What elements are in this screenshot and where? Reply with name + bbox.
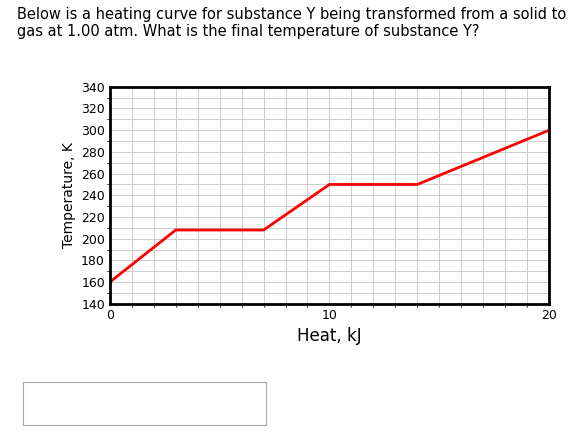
Text: Below is a heating curve for substance Y being transformed from a solid to: Below is a heating curve for substance Y… — [17, 7, 566, 22]
Y-axis label: Temperature, K: Temperature, K — [61, 142, 76, 248]
Text: gas at 1.00 atm. What is the final temperature of substance Y?: gas at 1.00 atm. What is the final tempe… — [17, 24, 480, 39]
X-axis label: Heat, kJ: Heat, kJ — [297, 327, 362, 345]
